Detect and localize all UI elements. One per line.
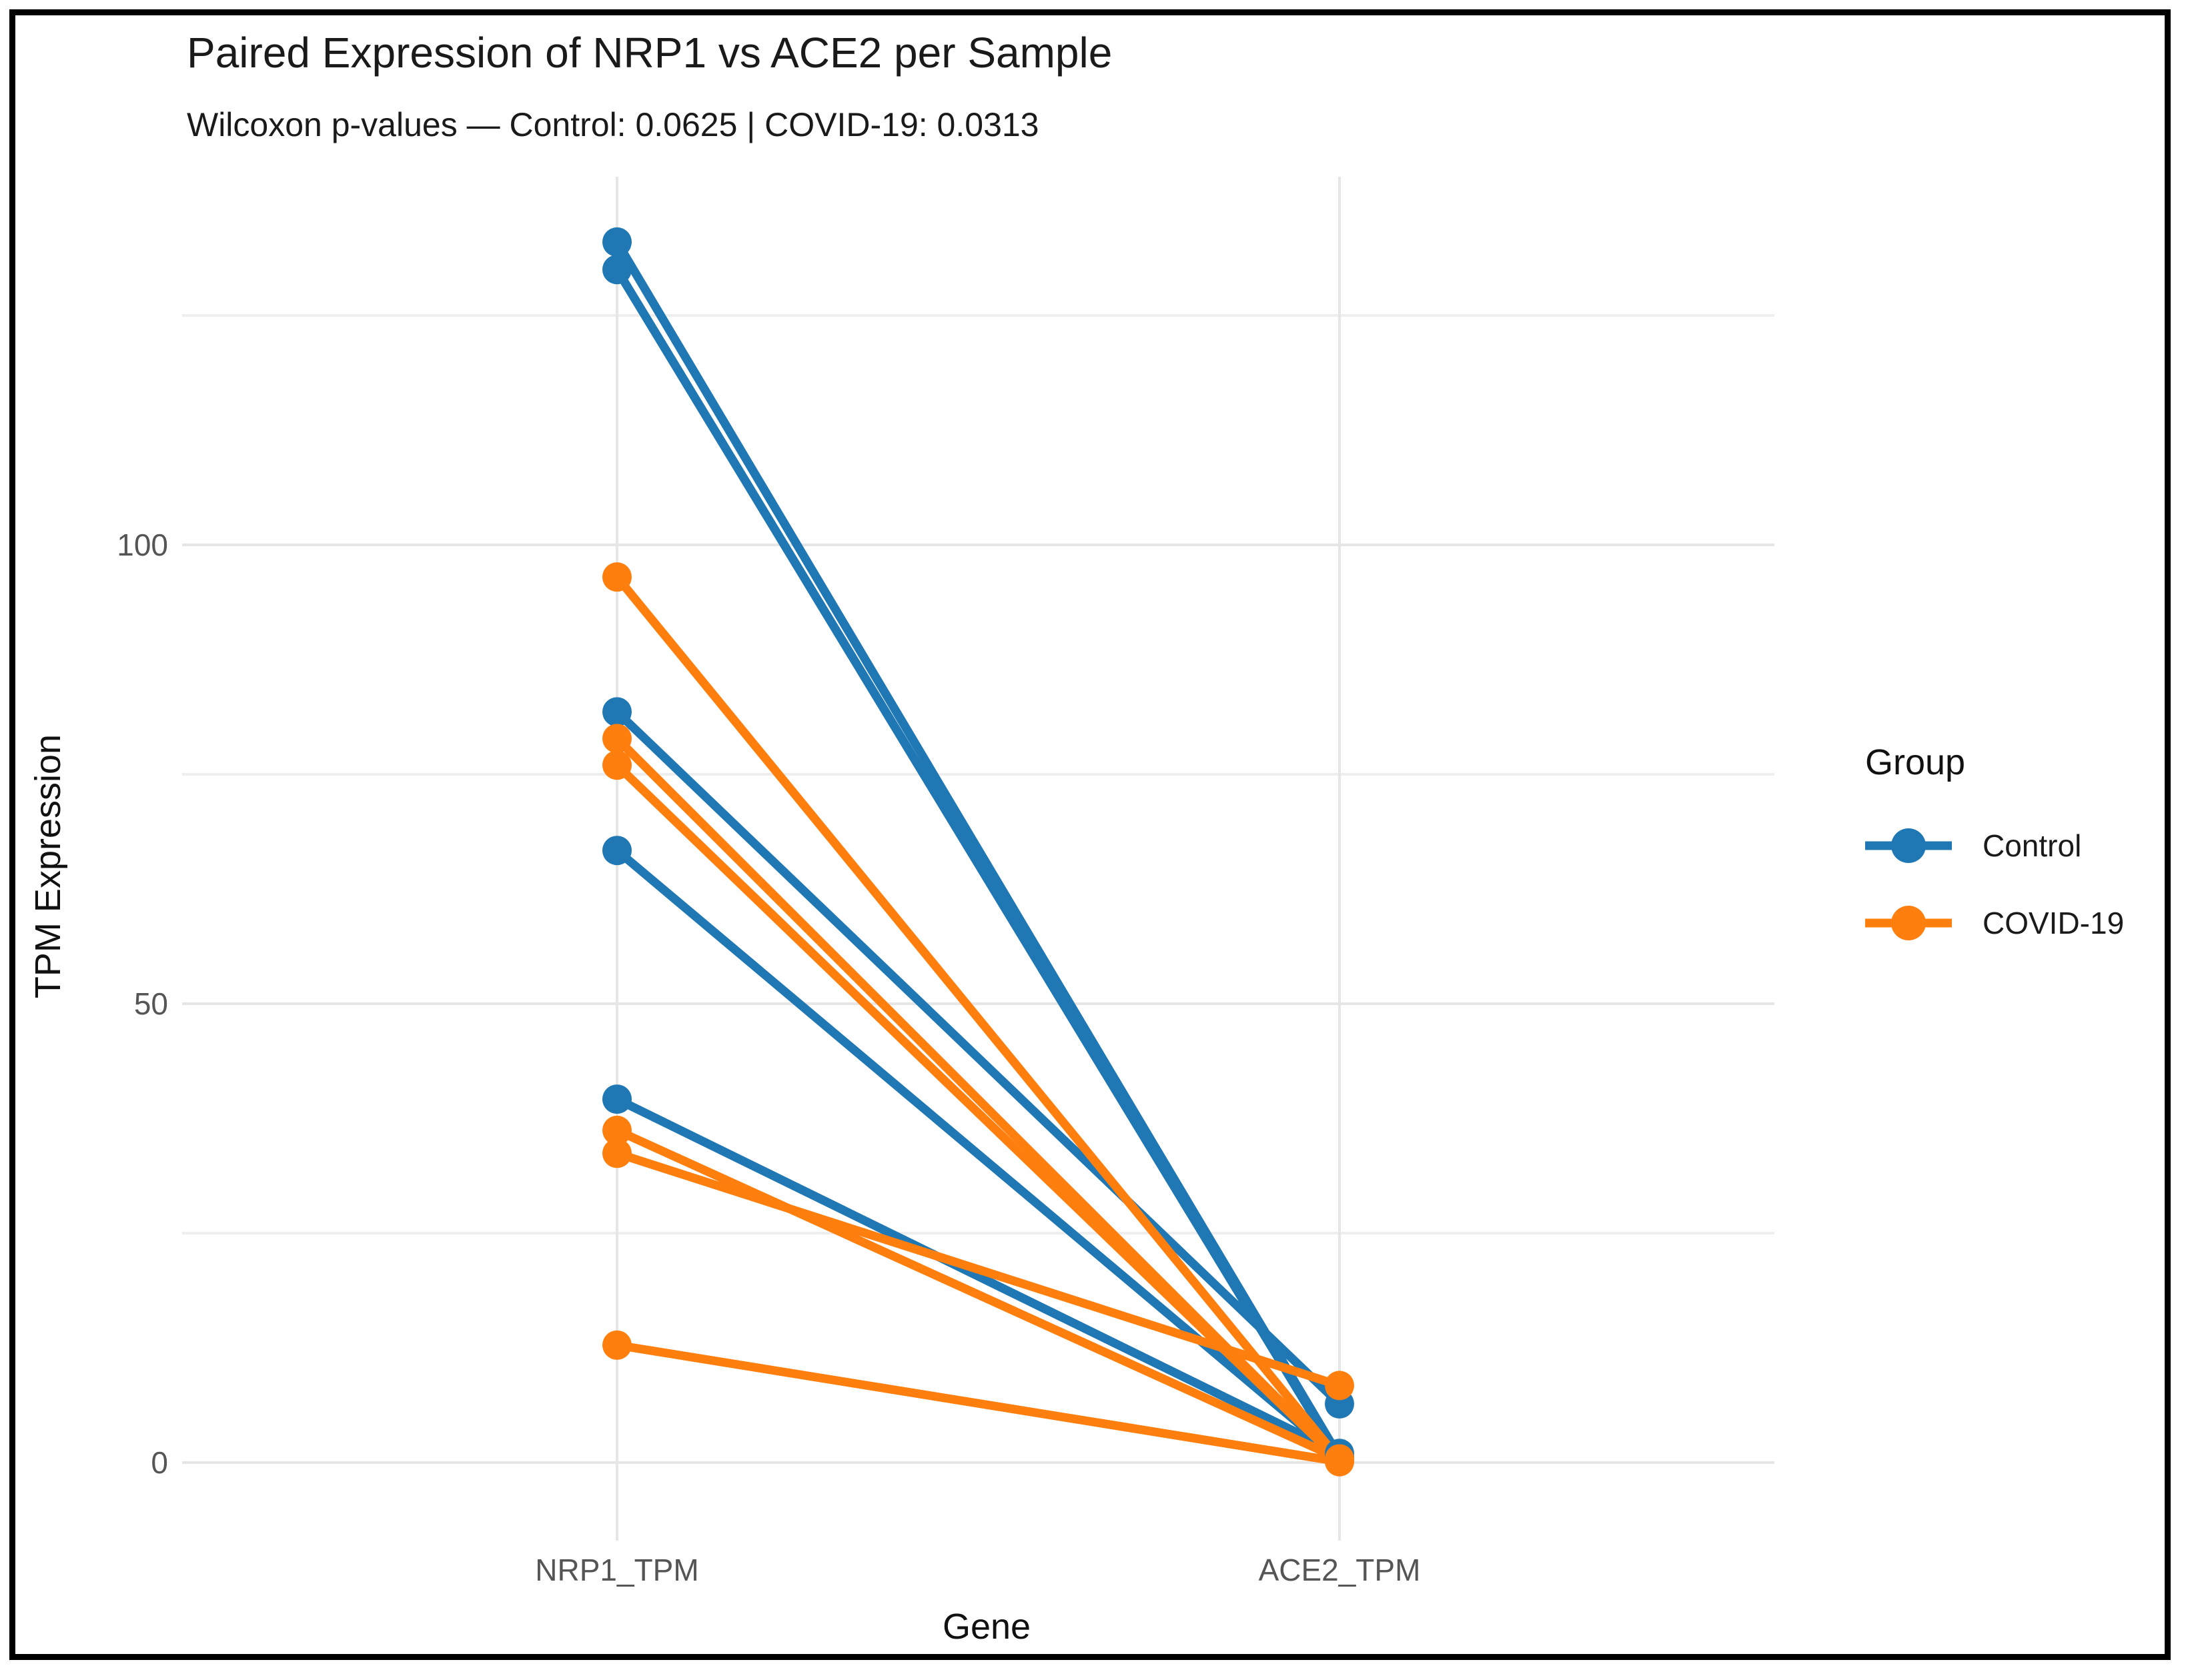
legend-entry-control: Control (1865, 824, 2124, 867)
pair-line-covid-19 (612, 572, 1344, 1465)
pair-line-covid-19 (612, 1341, 1344, 1467)
pair-line-control (612, 707, 1344, 1409)
pair-line-covid-19 (612, 1126, 1344, 1463)
pair-line-control (612, 846, 1344, 1463)
figure-frame (9, 9, 2171, 1660)
data-point-covid-19-nrp1 (602, 1330, 632, 1360)
data-point-covid-19-nrp1 (602, 1138, 632, 1168)
y-tick-label-50: 50 (133, 986, 168, 1021)
legend-label: Control (1983, 828, 2082, 863)
legend-key-icon (1865, 906, 1952, 940)
chart-subtitle: Wilcoxon p-values — Control: 0.0625 | CO… (187, 106, 1039, 143)
pair-line-covid-19 (612, 1148, 1344, 1390)
x-tick-label-ace2: ACE2_TPM (1258, 1553, 1421, 1587)
data-point-control-nrp1 (602, 836, 632, 866)
legend-label: COVID-19 (1983, 906, 2125, 940)
data-point-covid-19-ace2 (1325, 1447, 1354, 1477)
data-point-control-nrp1 (602, 697, 632, 727)
legend-entry-covid-19: COVID-19 (1865, 902, 2124, 944)
data-point-covid-19-nrp1 (602, 724, 632, 754)
data-point-control-nrp1 (602, 1084, 632, 1114)
data-point-covid-19-nrp1 (602, 562, 632, 592)
y-tick-label-100: 100 (117, 528, 168, 562)
data-point-control-nrp1 (602, 255, 632, 285)
pair-line-control (612, 265, 1344, 1463)
legend-key-icon (1865, 828, 1952, 863)
chart-title: Paired Expression of NRP1 vs ACE2 per Sa… (187, 29, 1113, 77)
legend: Group Control COVID-19 (1865, 742, 2124, 979)
pair-line-control (612, 1094, 1344, 1458)
y-tick-label-0: 0 (151, 1445, 168, 1480)
legend-title: Group (1865, 742, 1966, 782)
y-axis-title: TPM Expression (28, 734, 68, 999)
data-point-covid-19-ace2 (1325, 1371, 1354, 1401)
x-tick-label-nrp1: NRP1_TPM (535, 1553, 699, 1587)
data-point-covid-19-nrp1 (602, 750, 632, 780)
x-axis-title: Gene (942, 1607, 1031, 1647)
data-point-control-nrp1 (602, 227, 632, 257)
data-point-covid-19-nrp1 (602, 1115, 632, 1145)
